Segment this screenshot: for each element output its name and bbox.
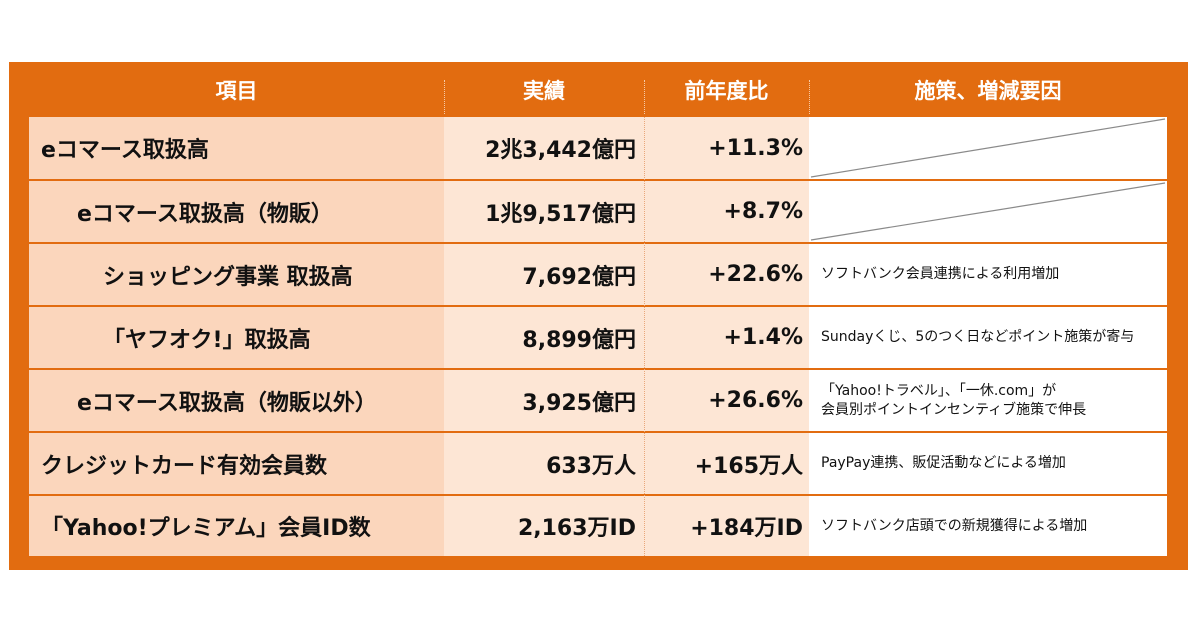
table-header: 項目 実績 前年度比 施策、増減要因 [9, 62, 1188, 117]
row-note: ソフトバンク会員連携による利用増加 [809, 244, 1167, 305]
row-note-line: ソフトバンク店頭での新規獲得による増加 [821, 517, 1088, 534]
row-item: eコマース取扱高（物販） [29, 181, 444, 242]
header-divider [644, 80, 645, 114]
row-yoy: +26.6% [644, 370, 809, 431]
row-item: ショッピング事業 取扱高 [29, 244, 444, 305]
diagonal-slash [810, 182, 1166, 241]
row-yoy: +22.6% [644, 244, 809, 305]
column-divider [644, 117, 645, 556]
header-yoy: 前年度比 [684, 79, 769, 103]
row-yoy: +184万ID [644, 496, 809, 556]
header-measures: 施策、増減要因 [914, 79, 1062, 103]
row-yoy: +11.3% [644, 117, 809, 179]
row-result: 3,925億円 [444, 370, 644, 431]
table-row: eコマース取扱高（物販） 1兆9,517億円 +8.7% [9, 181, 1188, 242]
row-item: クレジットカード有効会員数 [29, 433, 444, 494]
row-yoy: +1.4% [644, 307, 809, 368]
row-note: 「Yahoo!トラベル」、「一休.com」が 会員別ポイントインセンティブ施策で… [809, 370, 1167, 431]
header-divider [809, 80, 810, 114]
kpi-table: 項目 実績 前年度比 施策、増減要因 eコマース取扱高 2兆3,442億円 +1… [9, 62, 1188, 570]
row-result: 7,692億円 [444, 244, 644, 305]
table-row: クレジットカード有効会員数 633万人 +165万人 PayPay連携、販促活動… [9, 433, 1188, 494]
table-row: eコマース取扱高（物販以外） 3,925億円 +26.6% 「Yahoo!トラベ… [9, 370, 1188, 431]
row-note-line: ソフトバンク会員連携による利用増加 [821, 266, 1060, 282]
row-note-empty [809, 117, 1167, 179]
row-result: 2,163万ID [444, 496, 644, 556]
row-result: 633万人 [444, 433, 644, 494]
header-divider [444, 80, 445, 114]
row-note: ソフトバンク店頭での新規獲得による増加 [809, 496, 1167, 556]
row-result: 8,899億円 [444, 307, 644, 368]
row-item: 「ヤフオク!」取扱高 [29, 307, 444, 368]
row-note-line: PayPay連携、販促活動などによる増加 [821, 455, 1066, 471]
row-note-line: 「Yahoo!トラベル」、「一休.com」が [821, 382, 1057, 399]
row-item: 「Yahoo!プレミアム」会員ID数 [29, 496, 444, 556]
table-row: eコマース取扱高 2兆3,442億円 +11.3% [9, 117, 1188, 179]
row-yoy: +165万人 [644, 433, 809, 494]
row-note-line: Sundayくじ、5のつく日などポイント施策が寄与 [821, 329, 1135, 345]
row-note: PayPay連携、販促活動などによる増加 [809, 433, 1167, 494]
row-item: eコマース取扱高（物販以外） [29, 370, 444, 431]
table-row: 「Yahoo!プレミアム」会員ID数 2,163万ID +184万ID ソフトバ… [9, 496, 1188, 556]
row-yoy: +8.7% [644, 181, 809, 242]
row-result: 1兆9,517億円 [444, 181, 644, 242]
row-result: 2兆3,442億円 [444, 117, 644, 179]
diagonal-slash [810, 118, 1166, 178]
row-note: Sundayくじ、5のつく日などポイント施策が寄与 [809, 307, 1167, 368]
table-row: 「ヤフオク!」取扱高 8,899億円 +1.4% Sundayくじ、5のつく日な… [9, 307, 1188, 368]
row-item: eコマース取扱高 [29, 117, 444, 179]
row-note-line: 会員別ポイントインセンティブ施策で伸長 [821, 401, 1087, 418]
table-row: ショッピング事業 取扱高 7,692億円 +22.6% ソフトバンク会員連携によ… [9, 244, 1188, 305]
row-note-empty [809, 181, 1167, 242]
header-item: 項目 [215, 79, 258, 103]
header-result: 実績 [523, 79, 565, 103]
